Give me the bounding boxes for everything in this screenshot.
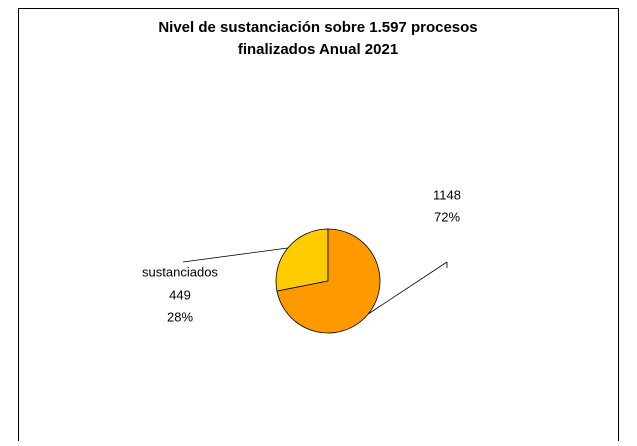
chart-title: Nivel de sustanciación sobre 1.597 proce…	[158, 19, 477, 58]
value-label: 449	[169, 287, 191, 302]
pie-slice	[275, 228, 329, 292]
slice-label: sustanciados	[142, 264, 218, 279]
leader-line	[182, 247, 288, 263]
value-label: 1148	[433, 187, 461, 202]
leader-line	[367, 261, 448, 315]
percent-label: 28%	[167, 309, 193, 324]
percent-label: 72%	[434, 209, 460, 224]
chart-frame	[18, 8, 619, 446]
